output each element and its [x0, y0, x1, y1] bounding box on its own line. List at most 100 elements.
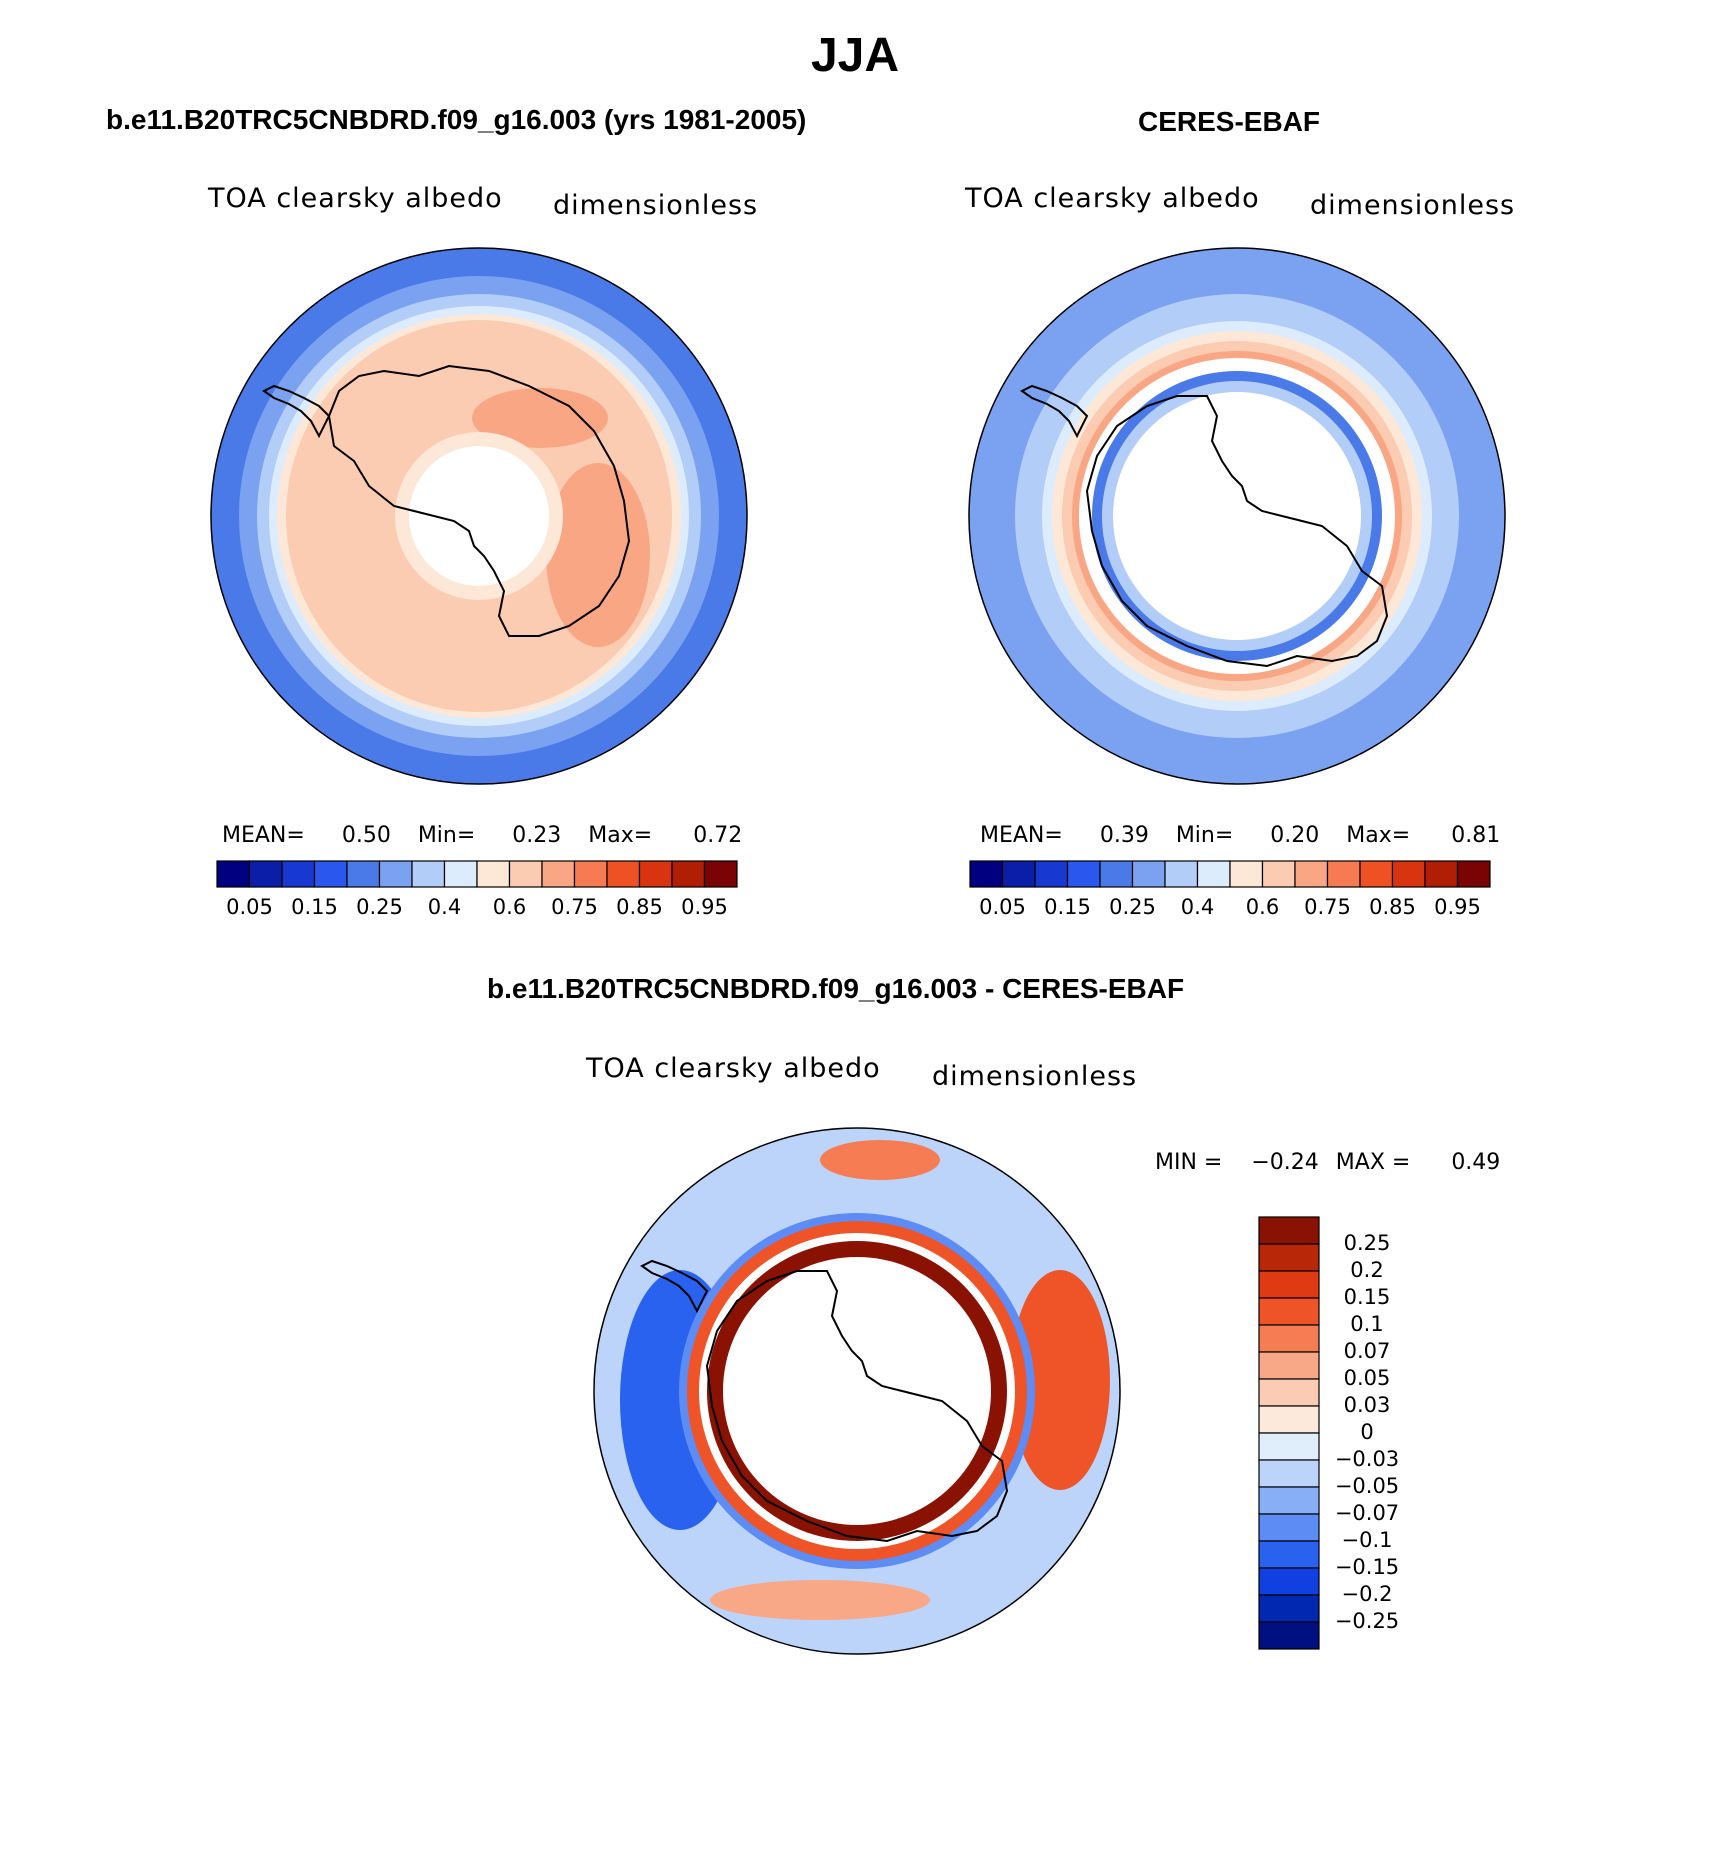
- colorbar-tick-label: 0.15: [1343, 1285, 1391, 1309]
- obs-units-label: dimensionless: [1310, 190, 1516, 221]
- colorbar-swatch: [1034, 860, 1069, 888]
- model-colorbar: [216, 860, 738, 888]
- max-value: 0.81: [1451, 823, 1501, 848]
- colorbar-swatch: [1456, 860, 1491, 888]
- colorbar-tick-label: 0.75: [1304, 895, 1351, 919]
- mean-value: 0.50: [341, 823, 391, 848]
- colorbar-tick-label: 0.2: [1350, 1258, 1384, 1282]
- colorbar-swatch: [671, 860, 706, 888]
- colorbar-tick-label: 0.25: [1343, 1231, 1391, 1255]
- model-units-label: dimensionless: [553, 190, 759, 221]
- obs-panel-title: CERES-EBAF: [1138, 106, 1321, 137]
- colorbar-swatch: [1258, 1567, 1320, 1596]
- colorbar-swatch: [1099, 860, 1134, 888]
- colorbar-tick-label: 0.4: [427, 895, 462, 919]
- colorbar-swatch: [1258, 1405, 1320, 1434]
- colorbar-tick-label: 0.15: [291, 895, 338, 919]
- diff-pole-hole: [723, 1257, 991, 1525]
- colorbar-swatch: [1164, 860, 1199, 888]
- min-value: 0.23: [512, 823, 562, 848]
- mean-value: 0.39: [1099, 823, 1149, 848]
- max-label: MAX =: [1335, 1150, 1411, 1175]
- colorbar-tick-label: 0.95: [681, 895, 728, 919]
- diff-north-positive: [820, 1140, 940, 1180]
- colorbar-swatch: [1326, 860, 1361, 888]
- colorbar-tick-label: 0.1: [1350, 1312, 1384, 1336]
- model-map: [211, 248, 747, 784]
- diff-south-positive: [710, 1580, 930, 1620]
- obs-colorbar: [969, 860, 1491, 888]
- colorbar-tick-label: −0.1: [1341, 1528, 1393, 1552]
- colorbar-swatch: [703, 860, 738, 888]
- colorbar-swatch: [1131, 860, 1166, 888]
- colorbar-swatch: [1001, 860, 1036, 888]
- colorbar-swatch: [1258, 1216, 1320, 1245]
- colorbar-swatch: [216, 860, 251, 888]
- diff-east-positive: [1010, 1270, 1110, 1490]
- colorbar-swatch: [346, 860, 381, 888]
- colorbar-swatch: [1196, 860, 1231, 888]
- colorbar-swatch: [1258, 1351, 1320, 1380]
- diff-map: [594, 1128, 1120, 1654]
- colorbar-swatch: [1261, 860, 1296, 888]
- colorbar-tick-label: −0.15: [1334, 1555, 1400, 1579]
- colorbar-swatch: [606, 860, 641, 888]
- colorbar-swatch: [573, 860, 608, 888]
- colorbar-swatch: [1258, 1378, 1320, 1407]
- colorbar-swatch: [1258, 1243, 1320, 1272]
- obs-map: [969, 248, 1505, 784]
- obs-map-border: [968, 247, 1506, 785]
- colorbar-swatch: [1229, 860, 1264, 888]
- colorbar-swatch: [508, 860, 543, 888]
- colorbar-tick-label: 0: [1360, 1420, 1374, 1444]
- obs-variable-label: TOA clearsky albedo: [965, 183, 1260, 214]
- colorbar-tick-label: 0.6: [492, 895, 527, 919]
- mean-label: MEAN=: [980, 823, 1063, 848]
- colorbar-swatch: [476, 860, 511, 888]
- colorbar-tick-label: 0.25: [1109, 895, 1156, 919]
- colorbar-swatch: [1391, 860, 1426, 888]
- min-value: 0.20: [1270, 823, 1320, 848]
- colorbar-swatch: [248, 860, 283, 888]
- colorbar-tick-label: 0.05: [1343, 1366, 1391, 1390]
- colorbar-tick-label: −0.2: [1341, 1582, 1393, 1606]
- colorbar-swatch: [378, 860, 413, 888]
- colorbar-swatch: [1294, 860, 1329, 888]
- colorbar-swatch: [1424, 860, 1459, 888]
- colorbar-swatch: [638, 860, 673, 888]
- colorbar-swatch: [1258, 1297, 1320, 1326]
- figure-title: JJA: [810, 29, 900, 82]
- colorbar-swatch: [541, 860, 576, 888]
- model-stats: MEAN= 0.50 Min= 0.23 Max= 0.72: [222, 823, 742, 848]
- colorbar-swatch: [411, 860, 446, 888]
- colorbar-swatch: [443, 860, 478, 888]
- colorbar-swatch: [1258, 1270, 1320, 1299]
- colorbar-tick-label: 0.95: [1434, 895, 1481, 919]
- min-label: Min=: [417, 823, 476, 848]
- max-label: Max=: [1346, 823, 1411, 848]
- colorbar-swatch: [1258, 1324, 1320, 1353]
- colorbar-swatch: [1359, 860, 1394, 888]
- diff-units-label: dimensionless: [932, 1061, 1138, 1092]
- colorbar-swatch: [1258, 1540, 1320, 1569]
- colorbar-swatch: [1258, 1594, 1320, 1623]
- mean-label: MEAN=: [222, 823, 305, 848]
- max-label: Max=: [588, 823, 653, 848]
- diff-stats: MIN = −0.24 MAX = 0.49: [1155, 1150, 1500, 1175]
- model-panel-title: b.e11.B20TRC5CNBDRD.f09_g16.003 (yrs 198…: [106, 104, 807, 135]
- colorbar-swatch: [1258, 1459, 1320, 1488]
- colorbar-tick-label: −0.07: [1334, 1501, 1400, 1525]
- colorbar-tick-label: −0.25: [1334, 1609, 1400, 1633]
- max-value: 0.49: [1451, 1150, 1501, 1175]
- colorbar-tick-label: 0.05: [226, 895, 273, 919]
- colorbar-tick-label: 0.07: [1343, 1339, 1391, 1363]
- colorbar-tick-label: 0.75: [551, 895, 598, 919]
- colorbar-tick-label: 0.15: [1044, 895, 1091, 919]
- diff-colorbar: [1258, 1216, 1320, 1650]
- colorbar-tick-label: 0.05: [979, 895, 1026, 919]
- colorbar-swatch: [1258, 1486, 1320, 1515]
- colorbar-swatch: [281, 860, 316, 888]
- min-value: −0.24: [1251, 1150, 1319, 1175]
- model-variable-label: TOA clearsky albedo: [208, 183, 503, 214]
- colorbar-tick-label: −0.03: [1334, 1447, 1400, 1471]
